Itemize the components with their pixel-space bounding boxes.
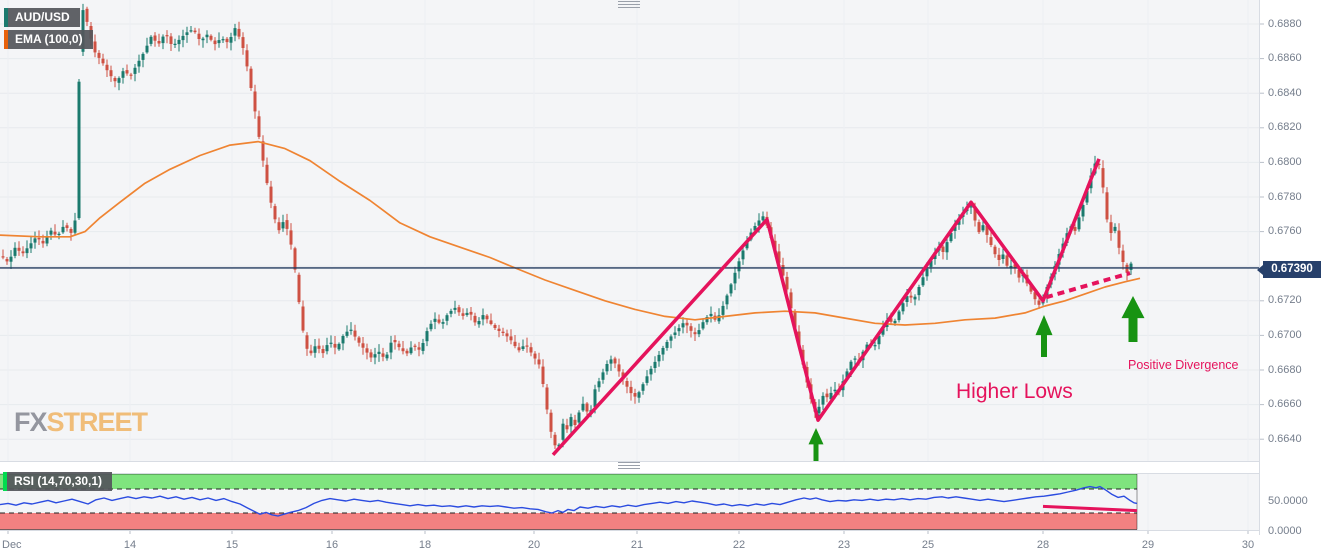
- rsi-legend-badge[interactable]: RSI (14,70,30,1): [3, 472, 113, 491]
- divergence-dotted-line: [1045, 271, 1131, 300]
- price-axis-label: 0.6860: [1268, 52, 1302, 65]
- price-axis-label: 0.6720: [1268, 294, 1302, 307]
- higher-lows-trendline: [551, 158, 1101, 456]
- higher-lows-annotation: Higher Lows: [956, 380, 1073, 403]
- date-axis-label: 29: [1141, 539, 1155, 551]
- price-axis-label: 0.6660: [1268, 398, 1302, 411]
- rsi-axis-label: 50.0000: [1268, 494, 1308, 507]
- date-axis-label: 14: [123, 539, 137, 551]
- rsi-oversold-band: [0, 513, 1137, 530]
- date-axis-label: 21: [630, 539, 644, 551]
- rsi-overbought-band: [0, 474, 1137, 489]
- price-axis-label: 0.6700: [1268, 328, 1302, 341]
- ema-legend-badge[interactable]: EMA (100,0): [4, 30, 93, 49]
- up-arrow-marker: [1035, 315, 1053, 357]
- price-axis-label: 0.6680: [1268, 363, 1302, 376]
- date-axis-label: 16: [325, 539, 339, 551]
- rsi-axis-label: 0.0000: [1268, 524, 1302, 537]
- rsi-divergence-trendline: [1042, 504, 1138, 513]
- up-arrow-marker: [808, 428, 824, 462]
- date-axis-label: 25: [921, 539, 935, 551]
- ema-line: [0, 140, 1141, 326]
- date-axis-label: 15: [225, 539, 239, 551]
- date-axis-label: 22: [732, 539, 746, 551]
- price-axis-label: 0.6820: [1268, 121, 1302, 134]
- price-axis-label: 0.6880: [1268, 17, 1302, 30]
- watermark-street: STREET: [46, 407, 149, 437]
- rsi-panel-resize-handle[interactable]: [618, 462, 640, 469]
- top-panel-resize-handle[interactable]: [618, 1, 640, 8]
- date-axis-label: 18: [418, 539, 432, 551]
- price-axis-label: 0.6800: [1268, 155, 1302, 168]
- price-axis-label: 0.6840: [1268, 86, 1302, 99]
- fxstreet-watermark: FXSTREET: [14, 407, 149, 437]
- price-axis-label: 0.6640: [1268, 432, 1302, 445]
- candlestick-series: [1, 3, 1133, 449]
- positive-divergence-annotation: Positive Divergence: [1128, 358, 1239, 372]
- date-axis-label: Dec: [2, 539, 22, 551]
- date-axis-label: 28: [1036, 539, 1050, 551]
- date-axis-label: 23: [837, 539, 851, 551]
- current-price-badge: 0.67390: [1257, 261, 1321, 278]
- date-axis-label: 30: [1241, 539, 1255, 551]
- main-plot-background: [0, 0, 1259, 461]
- price-axis-label: 0.6760: [1268, 225, 1302, 238]
- symbol-legend-badge[interactable]: AUD/USD: [4, 8, 80, 27]
- rsi-line: [0, 485, 1138, 517]
- watermark-fx: FX: [14, 407, 48, 437]
- date-axis-label: 20: [527, 539, 541, 551]
- price-axis-label: 0.6780: [1268, 190, 1302, 203]
- up-arrow-marker: [1121, 296, 1145, 342]
